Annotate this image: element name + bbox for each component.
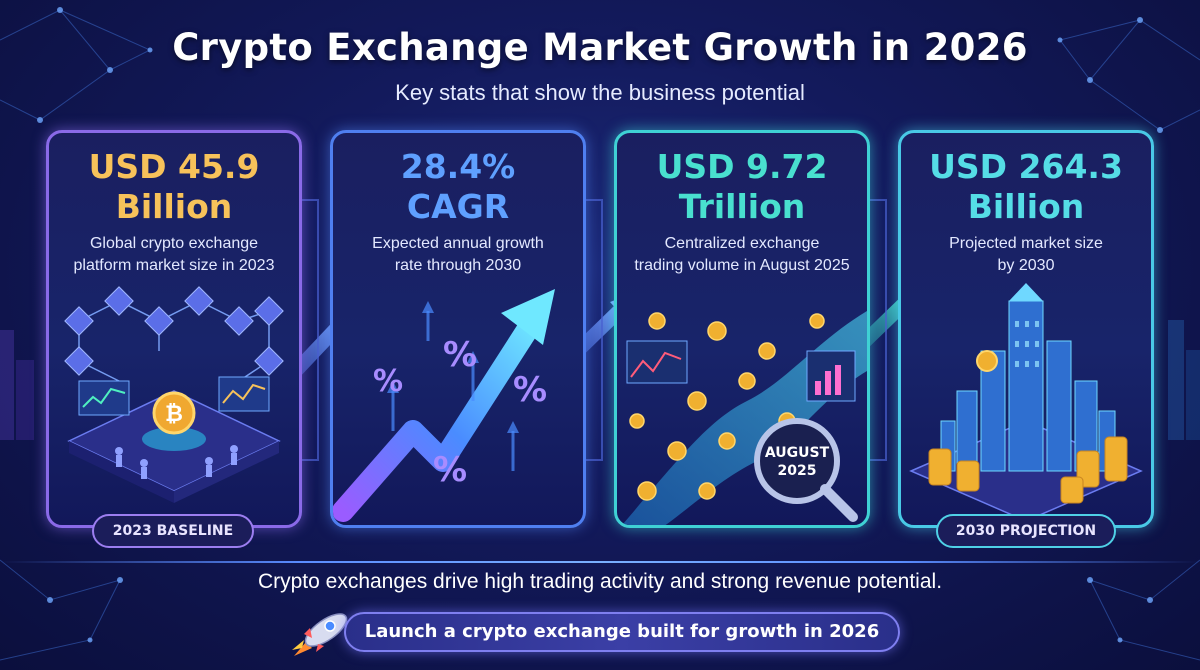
growth-arrow-illustration: % % % % bbox=[333, 289, 555, 522]
percent-symbol-2: % bbox=[373, 364, 403, 399]
stat-description-line1: Expected annual growth bbox=[372, 235, 544, 252]
badge-2023-baseline: 2023 BASELINE bbox=[92, 514, 254, 548]
stat-value-line1: 28.4% bbox=[400, 147, 516, 186]
future-city-coins-illustration bbox=[909, 283, 1143, 522]
svg-text:₿: ₿ bbox=[165, 402, 183, 427]
stat-description-line2: trading volume in August 2025 bbox=[634, 257, 850, 274]
percent-symbol-3: % bbox=[513, 370, 547, 410]
stat-card-market-size-2023: USD 45.9 Billion Global crypto exchange … bbox=[46, 130, 302, 528]
footer-divider bbox=[0, 561, 1200, 563]
page-subtitle: Key stats that show the business potenti… bbox=[395, 80, 805, 105]
stat-value-line1: USD 9.72 bbox=[656, 147, 828, 186]
badge-2030-projection: 2030 PROJECTION bbox=[936, 514, 1116, 548]
stat-description-line1: Projected market size bbox=[949, 235, 1103, 252]
stat-value: 28.4% CAGR bbox=[333, 147, 583, 227]
stat-description-line1: Centralized exchange bbox=[664, 235, 820, 252]
tagline: Crypto exchanges drive high trading acti… bbox=[257, 570, 943, 593]
stat-card-trading-volume: USD 9.72 Trillion Centralized exchange t… bbox=[614, 130, 870, 528]
magnifier-month: AUGUST bbox=[765, 445, 830, 461]
stat-value: USD 9.72 Trillion bbox=[617, 147, 867, 227]
stat-value: USD 45.9 Billion bbox=[49, 147, 299, 227]
stat-value-line2: Billion bbox=[967, 187, 1085, 226]
magnifier-year: 2025 bbox=[778, 463, 817, 479]
stat-description-line2: platform market size in 2023 bbox=[73, 257, 275, 274]
percent-symbol-1: % bbox=[443, 335, 477, 375]
percent-symbol-4: % bbox=[433, 450, 467, 490]
stat-description-line1: Global crypto exchange bbox=[89, 235, 259, 252]
stat-value-line2: Trillion bbox=[678, 187, 806, 226]
stat-value-line1: USD 264.3 bbox=[929, 147, 1123, 186]
stat-card-cagr: 28.4% CAGR Expected annual growth rate t… bbox=[330, 130, 586, 528]
rocket-icon bbox=[292, 613, 348, 656]
stat-description: Projected market size by 2030 bbox=[911, 233, 1141, 277]
page-title: Crypto Exchange Market Growth in 2026 bbox=[172, 26, 1028, 69]
stat-description: Centralized exchange trading volume in A… bbox=[627, 233, 857, 277]
stat-value-line2: Billion bbox=[115, 187, 233, 226]
launch-exchange-button[interactable]: Launch a crypto exchange built for growt… bbox=[344, 612, 900, 652]
stat-description-line2: by 2030 bbox=[997, 257, 1055, 274]
stat-value-line1: USD 45.9 bbox=[88, 147, 260, 186]
coin-stream-illustration: AUGUST 2025 bbox=[622, 311, 867, 525]
stat-value: USD 264.3 Billion bbox=[901, 147, 1151, 227]
stat-description: Expected annual growth rate through 2030 bbox=[343, 233, 573, 277]
stat-description-line2: rate through 2030 bbox=[394, 257, 522, 274]
stat-card-projection-2030: USD 264.3 Billion Projected market size … bbox=[898, 130, 1154, 528]
blockchain-trading-floor-illustration: ₿ bbox=[64, 286, 284, 503]
stat-description: Global crypto exchange platform market s… bbox=[59, 233, 289, 277]
stat-value-line2: CAGR bbox=[406, 187, 510, 226]
